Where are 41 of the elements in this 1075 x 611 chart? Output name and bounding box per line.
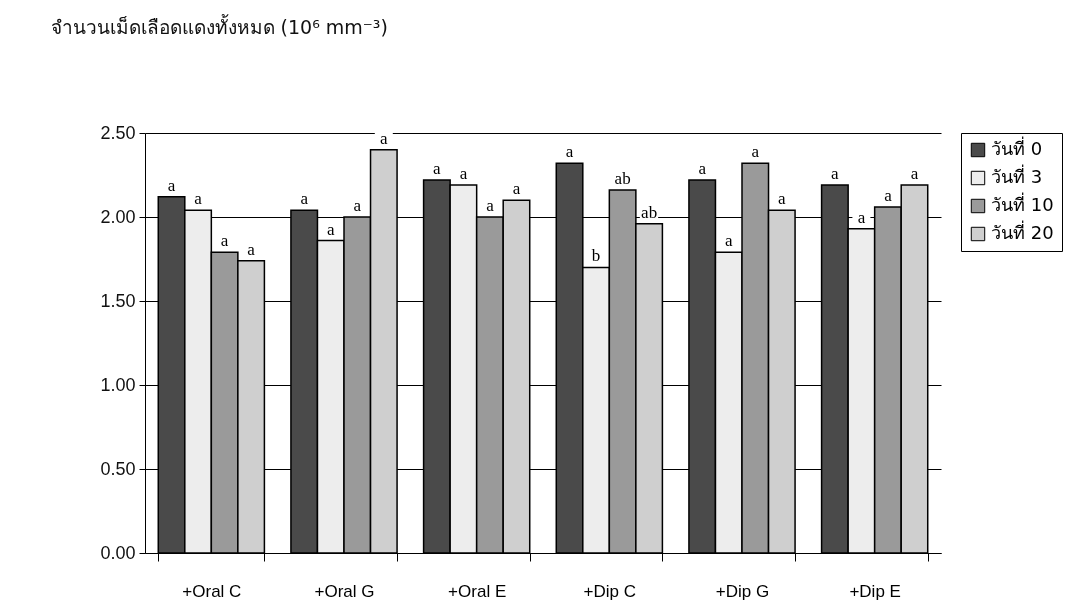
x-tick-label: +Oral E <box>448 581 507 601</box>
data-label: a <box>857 207 866 227</box>
data-label: a <box>698 159 707 179</box>
data-label: a <box>167 175 176 195</box>
data-label: a <box>459 164 468 184</box>
x-tick-label: +Dip E <box>849 581 901 601</box>
data-label: a <box>910 164 919 184</box>
data-label: ab <box>614 169 631 189</box>
data-label: a <box>300 189 309 209</box>
legend-label: วันที่ 3 <box>991 164 1043 187</box>
data-label: a <box>512 179 521 199</box>
data-label: a <box>884 185 893 205</box>
y-tick-label: 0.50 <box>100 458 136 479</box>
x-tick-label: +Oral C <box>182 581 242 601</box>
x-tick-label: +Oral G <box>314 581 375 601</box>
data-label: a <box>247 239 256 259</box>
y-tick-label: 2.50 <box>100 122 136 143</box>
y-tick-label: 1.50 <box>100 290 136 311</box>
data-label: a <box>194 189 203 209</box>
data-label: a <box>326 219 335 239</box>
legend-label: วันที่ 20 <box>991 220 1054 243</box>
x-tick-label: +Dip G <box>715 581 770 601</box>
y-tick-label: 0.00 <box>100 542 136 563</box>
data-label: b <box>591 246 601 266</box>
legend-label: วันที่ 10 <box>991 192 1054 215</box>
data-label: a <box>565 142 574 162</box>
data-label: a <box>831 164 840 184</box>
data-label: ab <box>641 202 658 222</box>
x-tick-label: +Dip C <box>583 581 637 601</box>
y-tick-label: 2.00 <box>100 206 136 227</box>
data-label: a <box>353 196 362 215</box>
legend-label: วันที่ 0 <box>991 136 1043 159</box>
data-label: a <box>433 159 442 179</box>
data-label: a <box>380 128 389 148</box>
y-axis-title: จำนวนเม็ดเลือดแดงทั้งหมด (10⁶ mm⁻³) <box>50 13 388 38</box>
y-tick-label: 1.00 <box>100 374 136 395</box>
data-label: a <box>486 196 495 215</box>
data-label: a <box>220 231 229 251</box>
data-label: a <box>751 142 760 162</box>
data-label: a <box>778 189 787 209</box>
data-label: a <box>724 231 733 251</box>
